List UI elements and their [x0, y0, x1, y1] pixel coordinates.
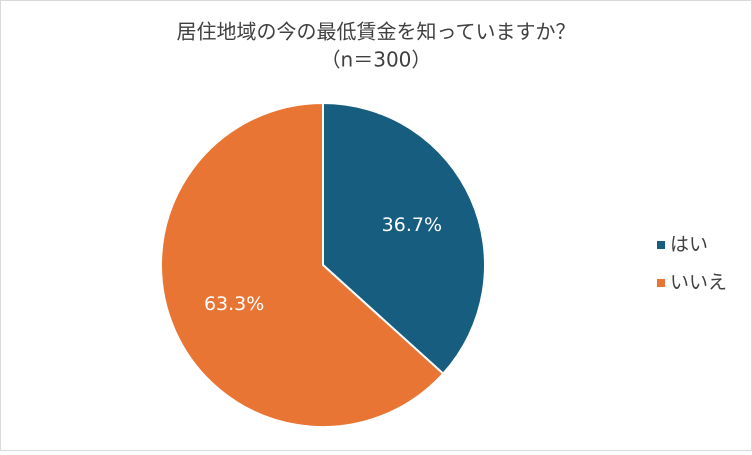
legend-label: いいえ [670, 272, 727, 294]
chart-subtitle: （n＝300） [321, 48, 432, 72]
chart-title: 居住地域の今の最低賃金を知っていますか？ [177, 20, 576, 44]
pie-slice [160, 101, 445, 428]
data-label: 36.7% [382, 214, 442, 236]
legend-marker [657, 279, 665, 287]
pie-slice [322, 101, 486, 376]
legend-marker [657, 241, 665, 249]
data-label: 63.3% [204, 293, 264, 315]
legend-label: はい [670, 234, 708, 256]
